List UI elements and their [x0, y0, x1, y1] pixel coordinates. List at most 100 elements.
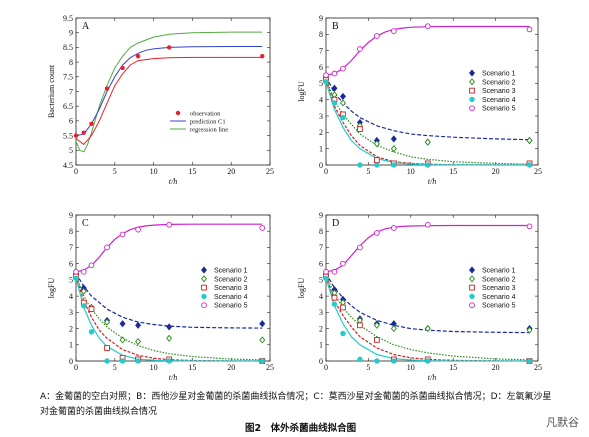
- fit-line-scenario-5: [325, 224, 530, 273]
- data-point-scenario-4: [425, 358, 431, 364]
- data-point-scenario-2: [390, 324, 397, 333]
- figure-caption: A：金葡菌的空白对照；B：西他沙星对金葡菌的杀菌曲线拟合情况；C：莫西沙星对金葡…: [40, 392, 552, 417]
- data-point-scenario-5: [166, 221, 172, 228]
- x-tick-label: 15: [449, 167, 457, 176]
- data-point-scenario-5: [119, 231, 126, 238]
- legend-marker: [469, 275, 475, 283]
- data-point-scenario-5: [323, 72, 329, 79]
- data-point-scenario-5: [357, 244, 363, 251]
- data-point-scenario-5: [374, 33, 380, 39]
- y-tick-label: 5: [319, 79, 323, 88]
- x-tick-label: 10: [407, 363, 415, 372]
- legend-marker: [469, 78, 475, 86]
- legend-label: observation: [190, 111, 221, 118]
- data-point-scenario-4: [81, 303, 87, 309]
- x-axis-label: t/h: [169, 373, 177, 382]
- data-point-scenario-5: [331, 70, 338, 77]
- data-point-scenario-4: [259, 358, 265, 364]
- legend-label: Scenario 1: [482, 268, 516, 275]
- legend-label: Scenario 1: [482, 71, 516, 78]
- legend-label: Scenario 4: [214, 294, 248, 301]
- data-point-scenario-3: [340, 304, 346, 311]
- data-point-scenario-2: [424, 138, 431, 146]
- data-point-scenario-1: [119, 320, 126, 328]
- x-tick-label: 25: [534, 167, 542, 176]
- y-tick-label: 9: [69, 29, 73, 38]
- data-point-scenario-2: [80, 287, 87, 295]
- y-tick-label: 1: [319, 341, 323, 350]
- fit-line-scenario-4: [75, 278, 263, 362]
- data-point-scenario-3: [88, 306, 95, 312]
- data-point-scenario-2: [135, 337, 142, 346]
- y-tick-label: 7: [69, 87, 73, 96]
- fit-line-scenario-1: [325, 76, 530, 141]
- data-point-scenario-3: [104, 345, 110, 351]
- data-point-scenario-1: [166, 323, 173, 331]
- legend-label: Scenario 2: [482, 276, 516, 283]
- legend-label: Scenario 3: [482, 285, 516, 292]
- y-axis-label: Bacterium count: [47, 64, 56, 118]
- legend-marker: [469, 284, 475, 291]
- fit-line-scenario-4: [325, 81, 530, 166]
- data-point-scenario-2: [259, 336, 266, 344]
- y-tick-label: 7: [319, 243, 323, 252]
- data-point-scenario-5: [526, 223, 533, 230]
- y-tick-label: 9: [69, 211, 73, 220]
- y-tick-label: 5.5: [63, 131, 73, 140]
- x-tick-label: 25: [266, 167, 274, 176]
- y-tick-label: 9: [319, 14, 323, 23]
- legend-label: Scenario 4: [482, 294, 516, 301]
- y-tick-label: 7: [69, 243, 73, 252]
- data-point-scenario-2: [331, 91, 338, 99]
- x-tick-label: 10: [150, 167, 158, 176]
- data-point-scenario-5: [323, 268, 329, 275]
- legend-label: Scenario 1: [214, 268, 248, 275]
- data-point-scenario-4: [357, 162, 363, 168]
- x-axis-label: t/h: [428, 177, 436, 186]
- legend-label: regression line: [190, 127, 228, 134]
- x-tick-label: 5: [366, 167, 370, 176]
- legend-marker: [201, 275, 207, 283]
- data-point-scenario-2: [373, 140, 380, 148]
- y-tick-label: 8: [69, 58, 73, 67]
- data-point-scenario-2: [119, 336, 126, 344]
- data-point-scenario-5: [135, 226, 141, 233]
- legend-marker: [469, 87, 475, 94]
- y-tick-label: 6: [69, 117, 73, 126]
- data-point-scenario-2: [424, 324, 431, 333]
- data-point-scenario-5: [390, 28, 397, 34]
- y-tick-label: 8: [319, 227, 323, 236]
- legend-label: Scenario 4: [482, 97, 516, 104]
- data-point-scenario-5: [73, 268, 79, 275]
- data-point-scenario-2: [390, 145, 397, 153]
- fit-line-scenario-3: [325, 276, 530, 362]
- observation-point: [104, 86, 110, 91]
- data-point-scenario-5: [526, 26, 533, 33]
- x-tick-label: 0: [74, 167, 78, 176]
- data-point-scenario-4: [331, 301, 338, 307]
- data-point-scenario-4: [340, 330, 346, 337]
- data-point-scenario-5: [390, 225, 397, 231]
- fit-line-scenario-2: [75, 274, 263, 361]
- x-tick-label: 25: [534, 363, 542, 372]
- legend-marker: [201, 266, 207, 274]
- regression-line: [75, 31, 263, 153]
- x-tick-label: 0: [324, 167, 328, 176]
- legend-marker: [201, 284, 207, 291]
- data-point-scenario-2: [339, 99, 346, 107]
- data-point-scenario-4: [166, 358, 172, 364]
- fit-line-scenario-5: [75, 223, 263, 273]
- fit-line-scenario-1: [325, 273, 530, 334]
- y-tick-label: 8: [69, 227, 73, 236]
- x-tick-label: 0: [324, 363, 328, 372]
- data-point-scenario-5: [104, 244, 110, 251]
- panel-letter: B: [332, 21, 339, 32]
- observation-point: [89, 121, 94, 127]
- figure-canvas: 0 5 10 15 20 254.555.566.577.588.599.5t/hBact…: [47, 14, 542, 382]
- data-point-scenario-3: [331, 294, 338, 301]
- y-tick-label: 8.5: [63, 43, 73, 52]
